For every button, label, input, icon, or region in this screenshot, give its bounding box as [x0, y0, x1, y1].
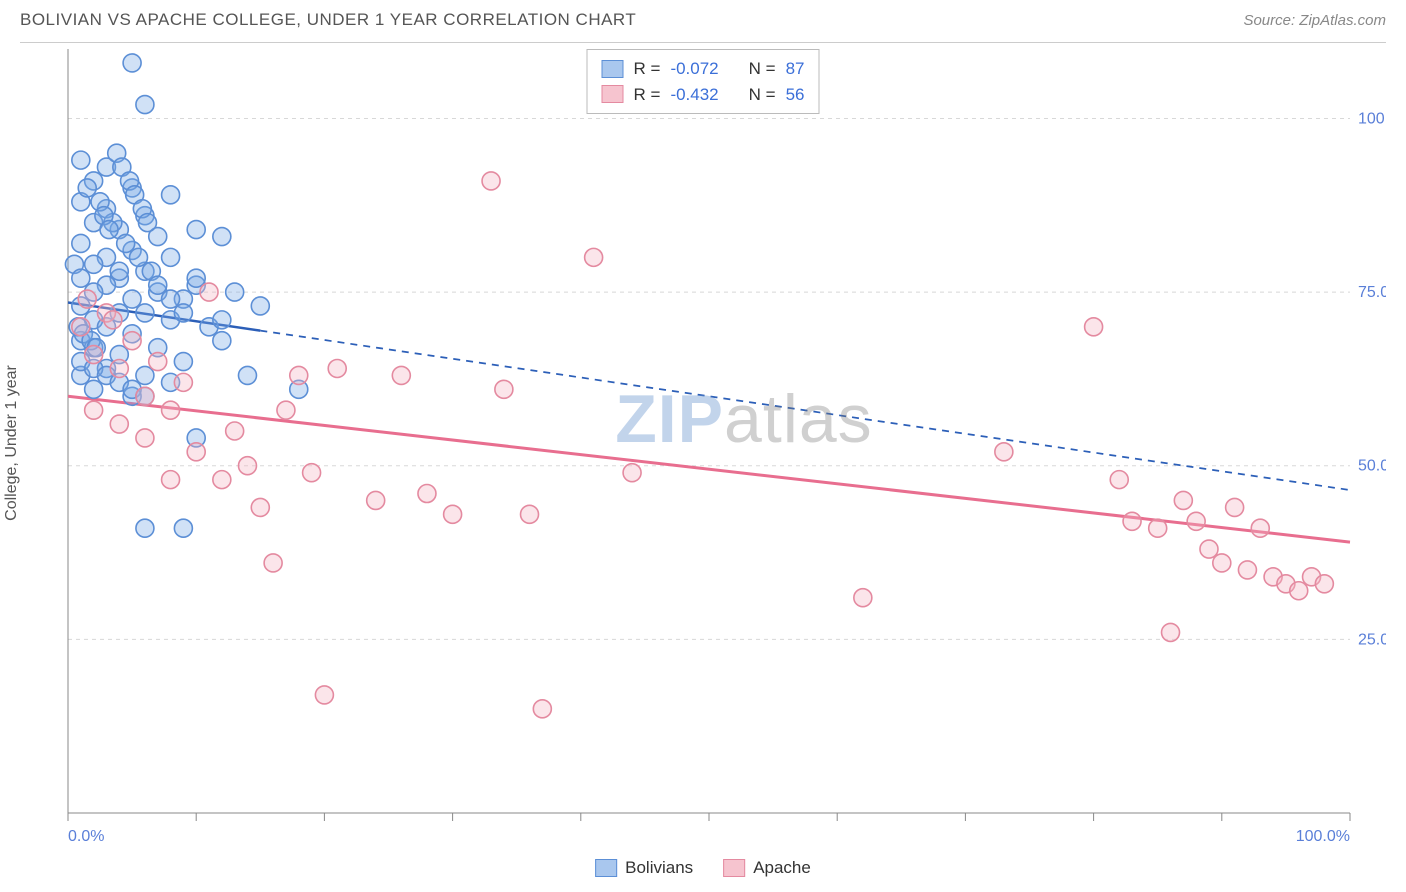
chart-title: BOLIVIAN VS APACHE COLLEGE, UNDER 1 YEAR…	[20, 10, 636, 30]
scatter-plot: 100.0% 75.0% 50.0% 25.0% 0.0% 100.0%	[20, 43, 1386, 842]
svg-text:25.0%: 25.0%	[1358, 631, 1386, 648]
n-label: N =	[749, 56, 776, 82]
svg-text:75.0%: 75.0%	[1358, 284, 1386, 301]
n-value: 87	[786, 56, 805, 82]
r-value: -0.072	[670, 56, 718, 82]
r-label: R =	[634, 82, 661, 108]
chart-area: College, Under 1 year 100.0%75.0%50.0%25…	[20, 42, 1386, 842]
swatch-apache-icon	[723, 859, 745, 877]
legend-item-bolivians: Bolivians	[595, 858, 693, 878]
svg-text:0.0%: 0.0%	[68, 828, 104, 842]
y-axis-label: College, Under 1 year	[3, 365, 21, 521]
legend-label: Apache	[753, 858, 811, 878]
svg-text:100.0%: 100.0%	[1358, 110, 1386, 127]
legend-item-apache: Apache	[723, 858, 811, 878]
series-legend: Bolivians Apache	[595, 858, 811, 878]
swatch-apache-icon	[602, 85, 624, 103]
legend-row-apache: R = -0.432 N = 56	[602, 82, 805, 108]
swatch-bolivians-icon	[602, 60, 624, 78]
svg-text:100.0%: 100.0%	[1296, 828, 1350, 842]
legend-label: Bolivians	[625, 858, 693, 878]
n-label: N =	[749, 82, 776, 108]
r-label: R =	[634, 56, 661, 82]
r-value: -0.432	[670, 82, 718, 108]
svg-text:50.0%: 50.0%	[1358, 458, 1386, 475]
correlation-legend: R = -0.072 N = 87 R = -0.432 N = 56	[587, 49, 820, 114]
swatch-bolivians-icon	[595, 859, 617, 877]
n-value: 56	[786, 82, 805, 108]
source-credit: Source: ZipAtlas.com	[1243, 12, 1386, 29]
chart-header: BOLIVIAN VS APACHE COLLEGE, UNDER 1 YEAR…	[0, 0, 1406, 36]
legend-row-bolivians: R = -0.072 N = 87	[602, 56, 805, 82]
